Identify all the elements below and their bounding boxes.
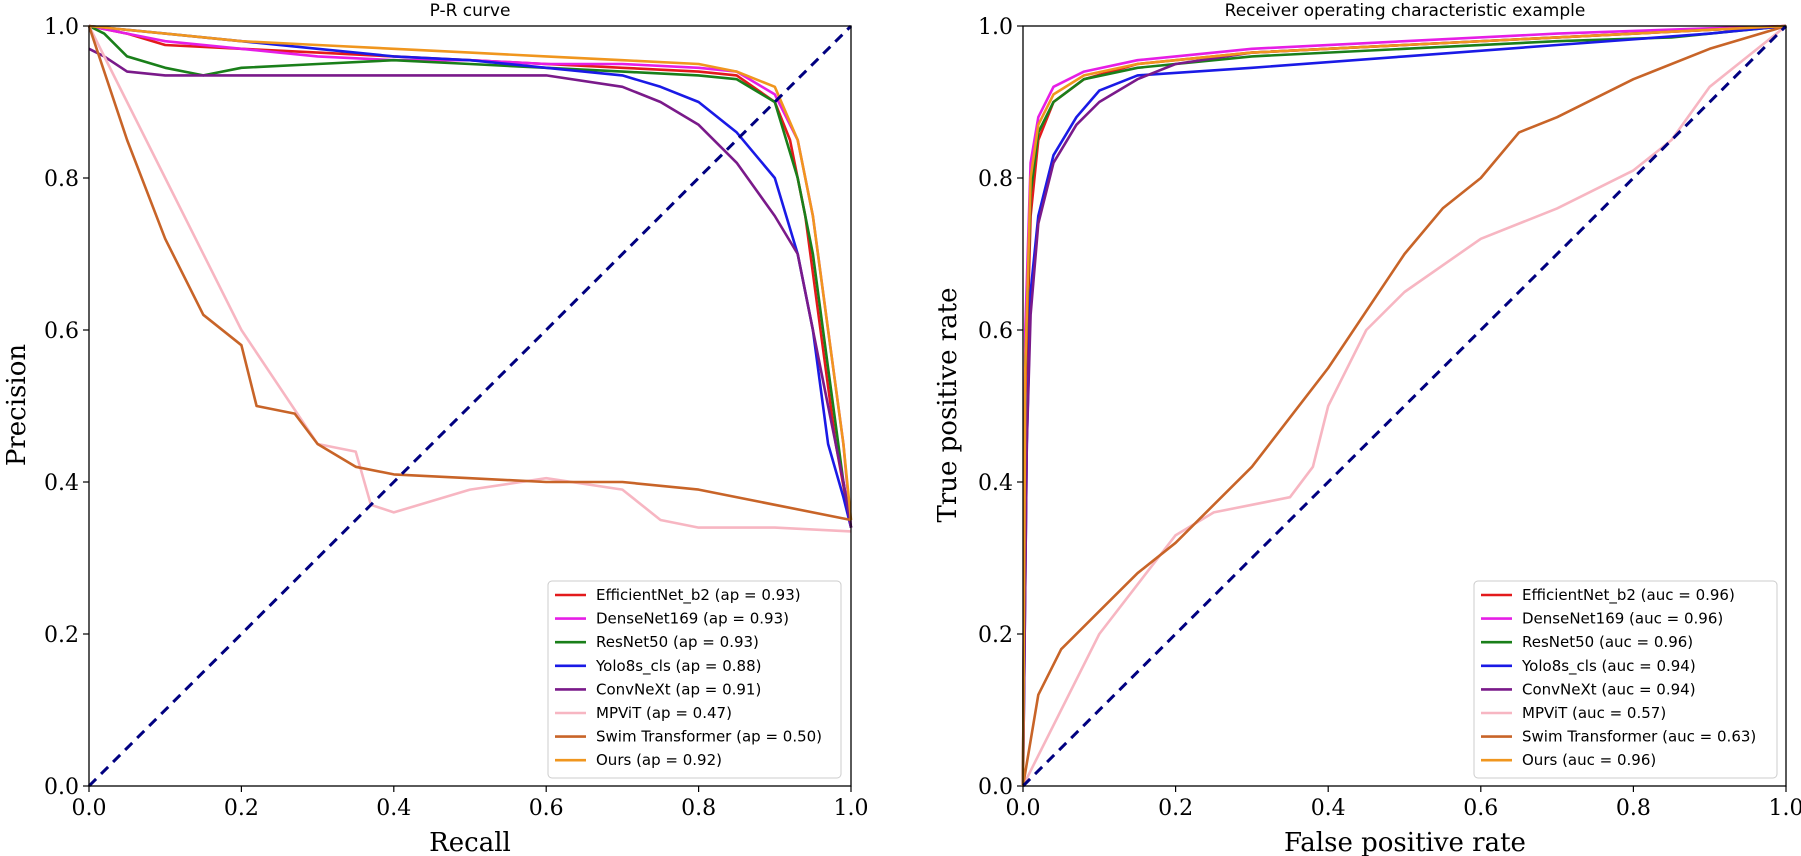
- x-tick-label: 0.8: [681, 796, 716, 821]
- y-tick-label: 0.2: [978, 623, 1013, 648]
- legend-entry: MPViT (auc = 0.57): [1522, 704, 1666, 722]
- x-tick-label: 0.2: [1158, 796, 1193, 821]
- x-tick-label: 1.0: [1769, 796, 1801, 821]
- series-line: [1021, 24, 1787, 787]
- series-line: [88, 24, 853, 528]
- x-tick-label: 0.0: [72, 796, 107, 821]
- pr-curve-panel: P-R curve Recall Precision 0.0 0.2 0.4 0.6 0…: [2, 1, 869, 856]
- roc-curve-panel: Receiver operating characteristic exampl…: [933, 1, 1801, 856]
- series-line: [88, 24, 853, 528]
- legend-entry: MPViT (ap = 0.47): [596, 704, 732, 722]
- legend-entry: Ours (ap = 0.92): [596, 751, 722, 769]
- y-axis-label: True positive rate: [933, 288, 963, 523]
- legend-entry: ConvNeXt (auc = 0.94): [1522, 680, 1696, 698]
- legend-entry: DenseNet169 (ap = 0.93): [596, 610, 789, 628]
- y-tick-label: 0.0: [978, 775, 1013, 800]
- y-tick-label: 0.4: [978, 471, 1013, 496]
- y-tick-label: 1.0: [44, 15, 79, 40]
- legend-entry: DenseNet169 (auc = 0.96): [1522, 610, 1723, 628]
- y-tick-label: 0.0: [44, 775, 79, 800]
- series-line: [87, 25, 852, 522]
- diagonal-reference-line: [87, 24, 853, 788]
- legend-entry: ResNet50 (ap = 0.93): [596, 633, 759, 651]
- x-tick-label: 1.0: [834, 796, 869, 821]
- x-tick-label: 0.4: [1311, 796, 1346, 821]
- legend-entry: ResNet50 (auc = 0.96): [1522, 633, 1693, 651]
- legend-entry: Yolo8s_cls (auc = 0.94): [1521, 657, 1696, 676]
- y-axis-label: Precision: [2, 344, 32, 466]
- series-line: [1021, 24, 1787, 787]
- series-line: [1021, 24, 1787, 787]
- y-tick-label: 0.8: [978, 167, 1013, 192]
- legend-box: [1473, 580, 1778, 779]
- x-tick-label: 0.0: [1006, 796, 1041, 821]
- y-tick-label: 0.2: [44, 623, 79, 648]
- series-line: [88, 24, 853, 521]
- plot-frame: [88, 25, 852, 787]
- x-tick-label: 0.6: [529, 796, 564, 821]
- chart-title: P-R curve: [430, 1, 511, 21]
- x-tick-label: 0.8: [1616, 796, 1651, 821]
- y-tick-label: 0.8: [44, 167, 79, 192]
- diagonal-reference-line: [1021, 24, 1788, 788]
- y-tick-label: 1.0: [978, 15, 1013, 40]
- legend-entry: Swim Transformer (ap = 0.50): [596, 728, 822, 746]
- y-tick-label: 0.6: [44, 319, 79, 344]
- series-line: [88, 24, 853, 528]
- series-line: [88, 24, 853, 528]
- series-line: [88, 47, 853, 528]
- legend-entry: EfficientNet_b2 (ap = 0.93): [596, 586, 801, 605]
- x-axis-label: False positive rate: [1284, 828, 1526, 856]
- series-line: [1021, 24, 1787, 787]
- legend-entry: Yolo8s_cls (ap = 0.88): [595, 657, 761, 676]
- x-tick-label: 0.6: [1463, 796, 1498, 821]
- legend-entry: Ours (auc = 0.96): [1522, 751, 1656, 769]
- x-axis-label: Recall: [429, 828, 511, 856]
- legend-entry: ConvNeXt (ap = 0.91): [596, 680, 761, 698]
- plot-frame: [1022, 25, 1787, 787]
- legend-box: [547, 580, 842, 779]
- x-tick-label: 0.4: [376, 796, 411, 821]
- y-tick-label: 0.4: [44, 471, 79, 496]
- y-tick-label: 0.6: [978, 319, 1013, 344]
- chart-title: Receiver operating characteristic exampl…: [1225, 1, 1586, 21]
- x-tick-label: 0.2: [224, 796, 259, 821]
- series-line: [87, 25, 852, 533]
- legend-entry: EfficientNet_b2 (auc = 0.96): [1522, 586, 1735, 605]
- legend-entry: Swim Transformer (auc = 0.63): [1522, 728, 1756, 746]
